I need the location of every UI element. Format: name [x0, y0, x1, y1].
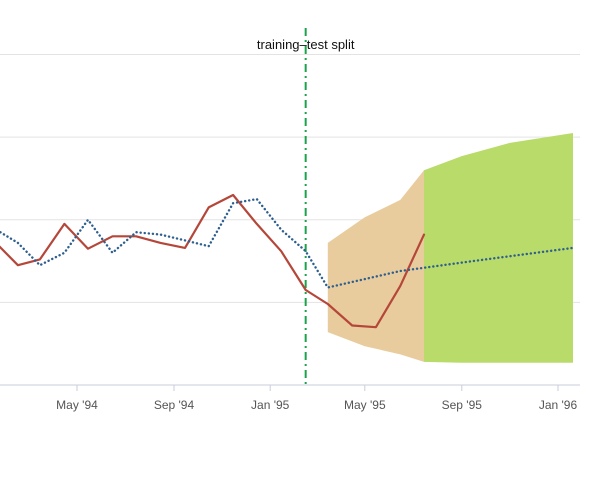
x-tick-label: Jan '96 [539, 398, 578, 412]
x-tick-label: Jan '95 [251, 398, 290, 412]
forecast-band-1 [327, 170, 424, 362]
fitted-series-line [0, 197, 575, 289]
series-lines [0, 193, 575, 329]
split-marker: training–test split [257, 28, 355, 385]
x-tick-label: May '94 [56, 398, 98, 412]
x-tick-label: Sep '95 [442, 398, 483, 412]
actual-series-line [0, 193, 426, 329]
x-axis: May '94 Sep '94 Jan '95 May '95 Sep '95 Jan '… [56, 385, 577, 412]
x-tick-label: Sep '94 [154, 398, 195, 412]
x-tick-label: May '95 [344, 398, 386, 412]
split-label: training–test split [257, 37, 355, 52]
forecast-intervals [327, 133, 573, 363]
forecast-band-2 [424, 133, 573, 363]
